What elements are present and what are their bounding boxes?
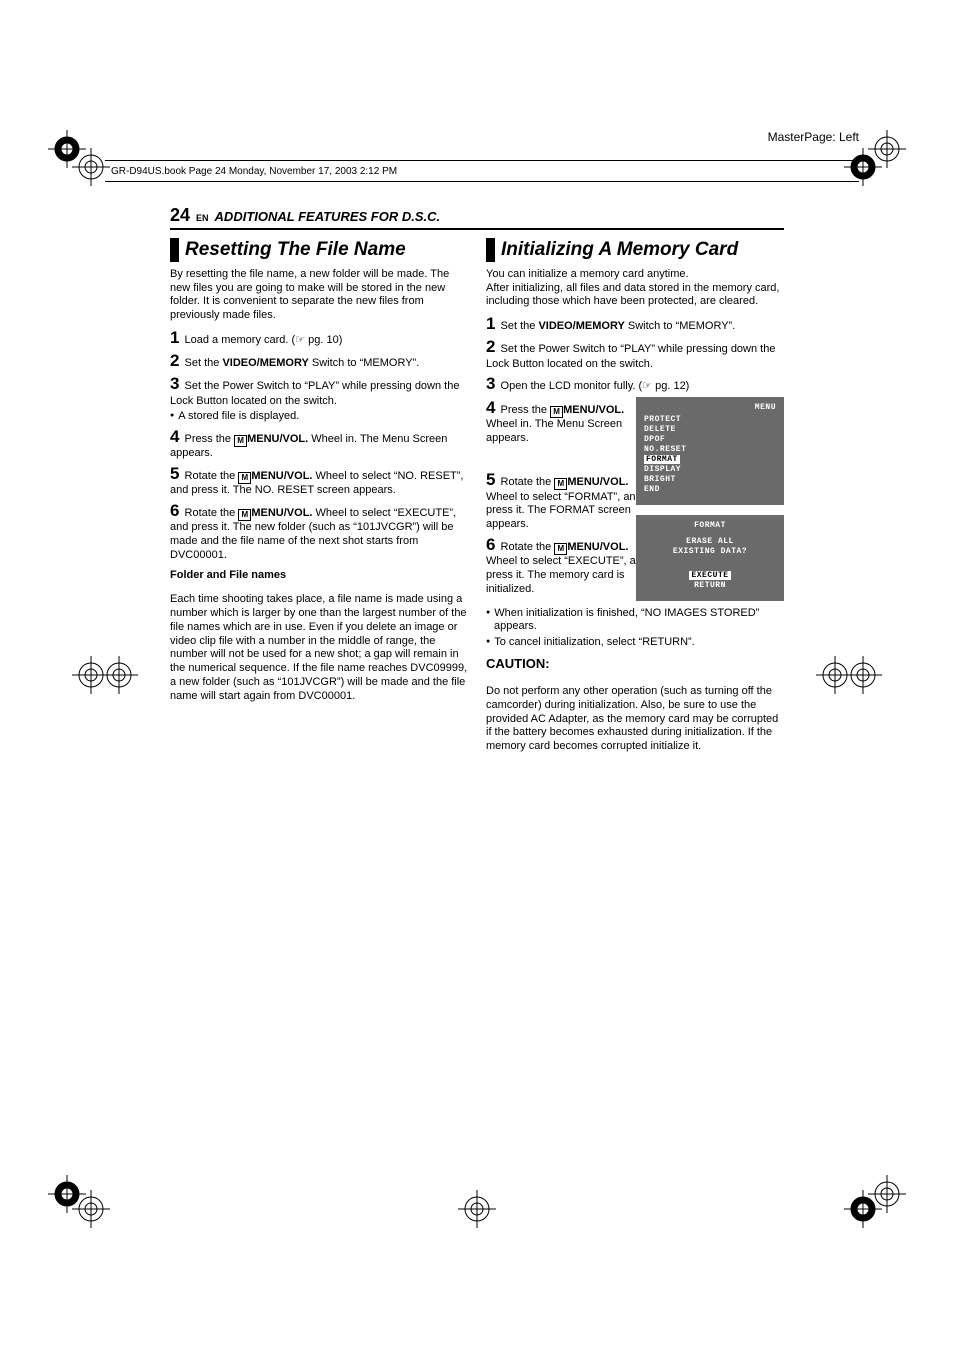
reset-step-3-note: A stored file is displayed. bbox=[170, 410, 468, 424]
text: Rotate the bbox=[501, 476, 555, 488]
folder-filename-heading: Folder and File names bbox=[170, 569, 468, 583]
lcd-row: RETURN bbox=[644, 581, 776, 591]
two-column-layout: Resetting The File Name By resetting the… bbox=[170, 236, 784, 765]
narrow-steps: 4 Press the MMENU/VOL. Wheel in. The Men… bbox=[486, 397, 650, 597]
reg-mark-solid-icon bbox=[844, 148, 882, 186]
pointer-icon: ☞ bbox=[642, 380, 652, 392]
lcd-menu-screen: MENU PROTECT DELETE DPOF NO.RESET FORMAT… bbox=[636, 397, 784, 505]
lcd-format-tag: FORMAT bbox=[644, 521, 776, 531]
init-step-5: 5 Rotate the MMENU/VOL. Wheel to select … bbox=[486, 469, 650, 532]
init-intro: You can initialize a memory card anytime… bbox=[486, 268, 784, 309]
init-step-2: 2 Set the Power Switch to “PLAY” while p… bbox=[486, 336, 784, 371]
text: MENU/VOL. bbox=[567, 476, 628, 488]
reg-mark-icon bbox=[100, 656, 138, 694]
reset-step-4: 4 Press the MMENU/VOL. Wheel in. The Men… bbox=[170, 426, 468, 461]
lcd-row: DPOF bbox=[644, 435, 776, 445]
text: VIDEO/MEMORY bbox=[222, 357, 308, 369]
page: MasterPage: Left GR-D94US.book Page 24 M… bbox=[0, 0, 954, 1351]
m-icon: M bbox=[550, 406, 563, 418]
heading-initialize-card: Initializing A Memory Card bbox=[486, 238, 784, 262]
init-step-1: 1 Set the VIDEO/MEMORY Switch to “MEMORY… bbox=[486, 313, 784, 334]
section-title: ADDITIONAL FEATURES FOR D.S.C. bbox=[215, 209, 441, 224]
text: Set the bbox=[185, 357, 223, 369]
m-icon: M bbox=[554, 478, 567, 490]
lcd-row: ERASE ALL bbox=[644, 537, 776, 547]
m-icon: M bbox=[554, 543, 567, 555]
text: Set the bbox=[501, 320, 539, 332]
lcd-row: END bbox=[644, 485, 776, 495]
running-head: 24 EN ADDITIONAL FEATURES FOR D.S.C. bbox=[170, 205, 784, 230]
text: Rotate the bbox=[501, 541, 555, 553]
text: Wheel in. The Menu Screen appears. bbox=[486, 418, 622, 444]
text: pg. 10) bbox=[305, 334, 342, 346]
caution-heading: CAUTION: bbox=[486, 656, 784, 672]
masterpage-label: MasterPage: Left bbox=[768, 130, 859, 144]
caution-body: Do not perform any other operation (such… bbox=[486, 685, 784, 754]
init-note-2: To cancel initialization, select “RETURN… bbox=[486, 636, 784, 650]
reset-step-3: 3 Set the Power Switch to “PLAY” while p… bbox=[170, 373, 468, 408]
reset-step-2: 2 Set the VIDEO/MEMORY Switch to “MEMORY… bbox=[170, 350, 468, 371]
lcd-row: BRIGHT bbox=[644, 475, 776, 485]
lcd-row-selected: EXECUTE bbox=[689, 571, 730, 581]
text: Load a memory card. ( bbox=[185, 334, 296, 346]
reset-step-1: 1 Load a memory card. (☞ pg. 10) bbox=[170, 327, 468, 348]
text: Rotate the bbox=[185, 507, 239, 519]
text: Switch to “MEMORY”. bbox=[309, 357, 419, 369]
lcd-row: PROTECT bbox=[644, 415, 776, 425]
m-icon: M bbox=[238, 472, 251, 484]
init-step-3: 3 Open the LCD monitor fully. (☞ pg. 12) bbox=[486, 373, 784, 394]
page-lang: EN bbox=[196, 213, 209, 223]
page-number: 24 bbox=[170, 205, 190, 226]
text: Switch to “MEMORY”. bbox=[625, 320, 735, 332]
steps-with-lcd: 4 Press the MMENU/VOL. Wheel in. The Men… bbox=[486, 397, 784, 607]
text: Wheel to select “EXECUTE”, and press it.… bbox=[486, 555, 648, 595]
lcd-row: DELETE bbox=[644, 425, 776, 435]
text: MENU/VOL. bbox=[251, 470, 312, 482]
text: Set the Power Switch to “PLAY” while pre… bbox=[170, 380, 459, 406]
text: Open the LCD monitor fully. ( bbox=[501, 380, 643, 392]
lcd-row-selected: FORMAT bbox=[644, 455, 776, 465]
init-step-6: 6 Rotate the MMENU/VOL. Wheel to select … bbox=[486, 534, 650, 597]
heading-reset-filename: Resetting The File Name bbox=[170, 238, 468, 262]
lcd-row: DISPLAY bbox=[644, 465, 776, 475]
pointer-icon: ☞ bbox=[295, 334, 305, 346]
reg-mark-solid-icon bbox=[844, 1190, 882, 1228]
text: Rotate the bbox=[185, 470, 239, 482]
folder-filename-body: Each time shooting takes place, a file n… bbox=[170, 593, 468, 703]
text: FORMAT bbox=[644, 455, 680, 464]
text: MENU/VOL. bbox=[567, 541, 628, 553]
reg-mark-icon bbox=[458, 1190, 496, 1228]
lcd-row: EXISTING DATA? bbox=[644, 547, 776, 557]
text: EXECUTE bbox=[689, 571, 730, 580]
text: pg. 12) bbox=[652, 380, 689, 392]
reg-mark-icon bbox=[72, 148, 110, 186]
text: Press the bbox=[501, 404, 551, 416]
m-icon: M bbox=[234, 435, 247, 447]
text: MENU/VOL. bbox=[247, 433, 308, 445]
lcd-format-screen: FORMAT ERASE ALL EXISTING DATA? EXECUTE … bbox=[636, 515, 784, 601]
reset-step-6: 6 Rotate the MMENU/VOL. Wheel to select … bbox=[170, 500, 468, 563]
lcd-menu-tag: MENU bbox=[644, 403, 776, 413]
reset-intro: By resetting the file name, a new folder… bbox=[170, 268, 468, 323]
reg-mark-icon bbox=[72, 1190, 110, 1228]
m-icon: M bbox=[238, 509, 251, 521]
text: Wheel to select “FORMAT”, and press it. … bbox=[486, 491, 642, 531]
text: Press the bbox=[185, 433, 235, 445]
right-column: Initializing A Memory Card You can initi… bbox=[486, 236, 784, 765]
book-header-bar: GR-D94US.book Page 24 Monday, November 1… bbox=[105, 160, 859, 182]
lcd-row: NO.RESET bbox=[644, 445, 776, 455]
book-header-text: GR-D94US.book Page 24 Monday, November 1… bbox=[111, 166, 397, 177]
left-column: Resetting The File Name By resetting the… bbox=[170, 236, 468, 765]
text: MENU/VOL. bbox=[563, 404, 624, 416]
text: VIDEO/MEMORY bbox=[538, 320, 624, 332]
init-note-1: When initialization is finished, “NO IMA… bbox=[486, 607, 784, 635]
text: MENU/VOL. bbox=[251, 507, 312, 519]
content-area: 24 EN ADDITIONAL FEATURES FOR D.S.C. Res… bbox=[170, 205, 784, 791]
reset-step-5: 5 Rotate the MMENU/VOL. Wheel to select … bbox=[170, 463, 468, 498]
text: Set the Power Switch to “PLAY” while pre… bbox=[486, 343, 775, 369]
init-step-4: 4 Press the MMENU/VOL. Wheel in. The Men… bbox=[486, 397, 650, 446]
reg-mark-icon bbox=[816, 656, 854, 694]
